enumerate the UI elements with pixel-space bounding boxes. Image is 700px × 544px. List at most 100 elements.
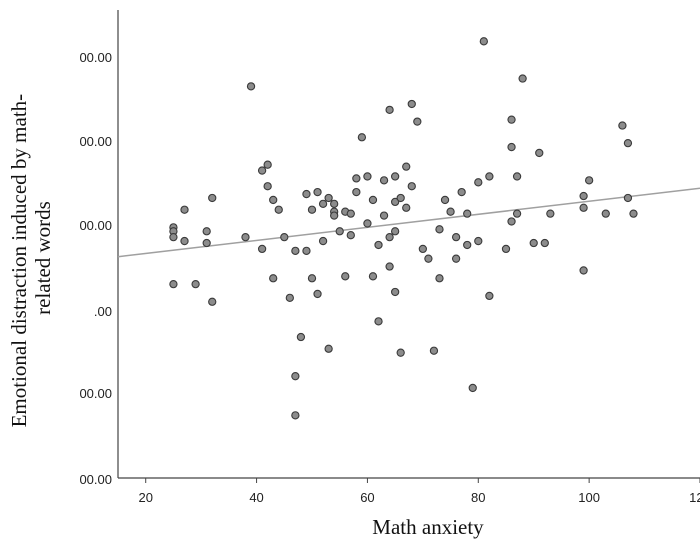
data-point bbox=[274, 205, 283, 214]
data-point bbox=[385, 232, 394, 242]
data-point bbox=[435, 274, 444, 283]
x-tick-label: 120 bbox=[689, 490, 700, 505]
data-point bbox=[379, 176, 389, 185]
data-point bbox=[191, 279, 200, 289]
data-point bbox=[379, 211, 389, 220]
data-point bbox=[451, 232, 461, 242]
x-tick-label: 100 bbox=[578, 490, 600, 505]
data-point bbox=[202, 238, 211, 248]
data-point bbox=[390, 287, 400, 297]
data-point bbox=[280, 232, 289, 242]
data-point bbox=[440, 195, 450, 205]
data-point bbox=[363, 172, 372, 181]
data-point bbox=[390, 172, 400, 181]
fit-line bbox=[117, 187, 700, 258]
data-point bbox=[285, 293, 294, 302]
data-point bbox=[396, 348, 405, 357]
data-point bbox=[584, 176, 594, 185]
data-point bbox=[457, 187, 466, 197]
data-point bbox=[208, 193, 217, 203]
data-point bbox=[424, 254, 433, 263]
data-point bbox=[463, 209, 472, 218]
y-axis-title-line-2: related words bbox=[31, 201, 55, 315]
data-point bbox=[485, 172, 494, 181]
data-point bbox=[485, 291, 494, 301]
data-point bbox=[446, 207, 455, 216]
data-point bbox=[385, 105, 394, 115]
data-point bbox=[263, 182, 272, 191]
data-point bbox=[291, 246, 300, 256]
data-point bbox=[352, 174, 361, 183]
data-point bbox=[390, 197, 400, 207]
y-tick-label: 00.00 bbox=[79, 134, 112, 149]
y-axis-title: Emotional distraction induced by math- r… bbox=[7, 89, 55, 428]
data-point bbox=[435, 225, 444, 234]
data-point bbox=[202, 227, 211, 236]
data-point bbox=[357, 133, 367, 142]
data-point bbox=[269, 274, 278, 283]
data-point bbox=[474, 236, 483, 246]
data-point bbox=[324, 344, 333, 353]
data-point bbox=[257, 166, 267, 175]
data-point bbox=[313, 289, 322, 299]
data-point bbox=[579, 191, 588, 201]
data-point bbox=[507, 142, 516, 152]
data-point bbox=[374, 317, 383, 326]
data-point bbox=[302, 246, 311, 256]
data-point bbox=[623, 139, 633, 148]
data-point bbox=[324, 193, 333, 203]
data-point bbox=[241, 232, 250, 242]
data-point bbox=[346, 209, 355, 218]
data-point bbox=[346, 231, 355, 240]
data-point bbox=[507, 115, 516, 124]
data-point bbox=[368, 272, 378, 281]
data-point bbox=[208, 297, 217, 306]
data-point bbox=[402, 203, 411, 212]
data-point bbox=[540, 238, 549, 248]
data-point bbox=[318, 236, 328, 246]
data-point bbox=[307, 205, 317, 214]
data-point bbox=[463, 240, 472, 250]
data-point bbox=[307, 274, 317, 283]
data-point bbox=[318, 199, 328, 209]
y-tick-label: 00.00 bbox=[79, 386, 112, 401]
data-point bbox=[623, 193, 633, 203]
data-point bbox=[341, 272, 350, 281]
data-point bbox=[374, 240, 383, 250]
data-point bbox=[269, 195, 278, 205]
data-point bbox=[579, 266, 588, 275]
data-point bbox=[363, 219, 372, 228]
data-point bbox=[518, 74, 527, 83]
data-point bbox=[296, 332, 306, 342]
data-point bbox=[601, 209, 610, 218]
y-tick-label: .00 bbox=[94, 304, 112, 319]
data-point bbox=[335, 227, 344, 236]
data-point bbox=[291, 411, 300, 420]
data-point bbox=[169, 279, 178, 289]
x-axis-title: Math anxiety bbox=[372, 515, 484, 539]
data-point bbox=[246, 82, 256, 91]
data-point bbox=[479, 37, 488, 46]
y-axis-title-line-1: Emotional distraction induced by math- bbox=[7, 94, 31, 428]
data-point bbox=[618, 121, 627, 130]
x-tick-label: 40 bbox=[249, 490, 263, 505]
data-point bbox=[169, 232, 178, 242]
data-point bbox=[385, 262, 394, 271]
data-point bbox=[535, 148, 544, 158]
data-point bbox=[512, 172, 522, 181]
data-point bbox=[402, 162, 411, 171]
x-tick-label: 80 bbox=[471, 490, 485, 505]
data-point bbox=[468, 383, 477, 393]
x-tick-label: 20 bbox=[138, 490, 152, 505]
y-tick-label: 00.00 bbox=[79, 472, 112, 487]
y-tick-label: 00.00 bbox=[79, 50, 112, 65]
data-point bbox=[330, 199, 339, 209]
data-point bbox=[291, 372, 300, 381]
data-point bbox=[407, 182, 416, 191]
y-tick-label: 00.00 bbox=[79, 218, 112, 233]
data-point bbox=[302, 189, 311, 199]
data-point bbox=[429, 346, 439, 355]
data-point bbox=[418, 244, 428, 254]
data-point bbox=[396, 193, 405, 203]
